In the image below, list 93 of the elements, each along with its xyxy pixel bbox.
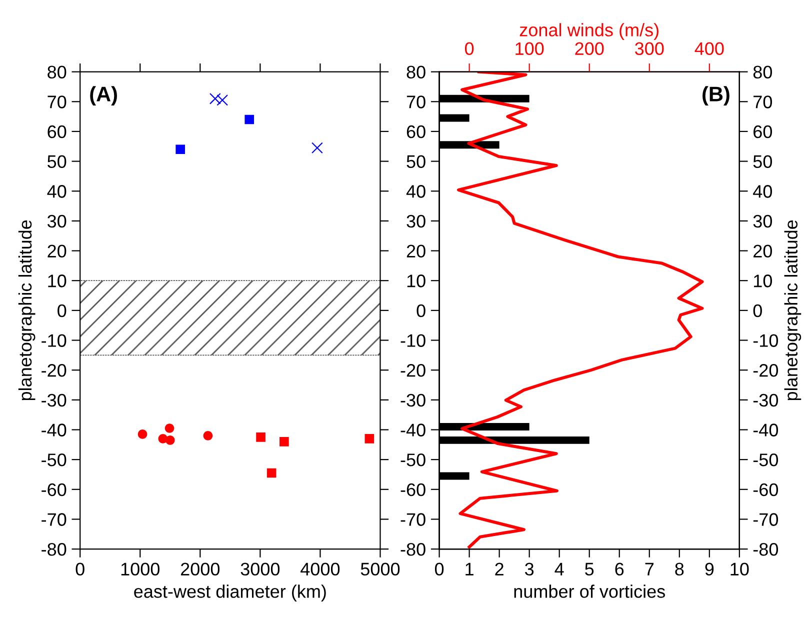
y-tick-label: -70 [42,513,66,526]
y2-tick-label: -50 [753,454,778,466]
y-tick-label: -20 [42,364,66,377]
y-tick-label: -70 [400,513,426,526]
x-axis-title: number of vorticies [514,584,665,598]
point [266,468,276,478]
point [176,144,185,154]
point [203,431,213,440]
annotation: (B) [702,86,730,106]
y-tick-label: 10 [48,274,66,288]
x-tick-label: 0 [434,562,444,576]
point [364,434,374,444]
x2-tick-label: 0 [464,42,474,56]
y-tick-label: -10 [42,334,66,347]
y-tick-label: 60 [406,125,426,138]
y-tick-label: 80 [406,66,426,79]
x2-axis-title: zonal winds (m/s) [520,23,658,40]
x-tick-label: 3 [524,562,534,576]
y2-tick-label: -20 [753,364,778,377]
x-tick-label: 4000 [300,562,340,576]
y2-tick-label: -60 [753,483,778,496]
x-axis-title: east-west diameter (km) [134,584,326,602]
point [138,430,148,439]
point [165,436,175,445]
y2-tick-label: -80 [753,542,778,556]
y-tick-label: 30 [406,214,426,228]
y2-tick-label: -40 [753,424,778,436]
x-tick-label: 5 [585,562,594,576]
point [216,94,228,106]
y-tick-label: -40 [42,424,66,436]
y-tick-label: 20 [48,244,66,258]
y2-tick-label: 30 [753,214,772,228]
y2-tick-label: 80 [753,66,772,79]
x-tick-label: 2000 [180,562,220,576]
y-tick-label: 20 [406,244,426,258]
point [311,142,323,154]
y-tick-label: -80 [400,542,426,556]
x2-tick-label: 100 [516,42,544,56]
y2-axis-title: planetographic latitude [784,220,802,400]
y-tick-label: -30 [400,394,426,407]
y-tick-label: -20 [400,364,426,377]
y-tick-label: 40 [406,185,426,198]
y2-tick-label: -70 [753,513,778,526]
y-tick-label: 60 [48,125,66,138]
x-tick-label: 3000 [240,562,280,576]
x-tick-label: 1 [466,562,474,576]
y-tick-label: -60 [400,483,426,496]
x-tick-label: 8 [675,562,684,576]
y-tick-label: -10 [400,334,426,347]
x2-tick-label: 200 [575,42,604,56]
x-tick-label: 7 [645,562,654,576]
y2-tick-label: -10 [753,334,778,347]
x-tick-label: 10 [730,562,749,576]
y2-tick-label: 40 [753,185,772,198]
x2-tick-label: 300 [635,42,664,56]
x2-tick-label: 400 [694,42,724,56]
y-tick-label: -50 [42,454,66,466]
y-tick-label: 80 [48,66,66,79]
y-tick-label: 50 [48,155,66,168]
x-tick-label: 1000 [121,562,160,576]
y-tick-label: -30 [42,394,66,407]
y2-tick-label: -30 [753,394,778,407]
annotation: (A) [90,86,117,106]
y-tick-label: -60 [42,483,66,496]
y2-tick-label: 60 [754,125,772,138]
y-tick-label: 30 [48,214,66,228]
x-tick-label: 0 [76,562,84,576]
y2-tick-label: 70 [754,96,772,108]
point [209,92,221,104]
x-tick-label: 9 [705,562,714,576]
point [244,114,254,124]
x-tick-label: 5000 [360,562,400,576]
y2-tick-label: 10 [754,274,772,288]
y2-tick-label: 50 [753,155,772,168]
y-tick-label: 0 [58,304,66,318]
x-tick-label: 4 [554,562,564,576]
y-tick-label: -80 [42,542,66,556]
y-tick-label: -50 [400,454,426,466]
x-tick-label: 2 [495,562,504,576]
y-tick-label: 0 [416,304,426,318]
y-tick-label: 10 [407,274,426,288]
y-tick-label: 50 [406,155,426,168]
y2-tick-label: 20 [754,244,772,258]
y2-tick-label: 0 [753,304,762,318]
y-tick-label: -40 [400,424,426,436]
y-axis-title: planetographic latitude [18,220,36,400]
point [256,432,266,442]
y-tick-label: 40 [47,185,66,198]
point [164,424,174,433]
x-tick-label: 6 [615,562,624,576]
y-tick-label: 70 [48,96,66,108]
point [280,437,289,446]
y-tick-label: 70 [406,96,426,108]
